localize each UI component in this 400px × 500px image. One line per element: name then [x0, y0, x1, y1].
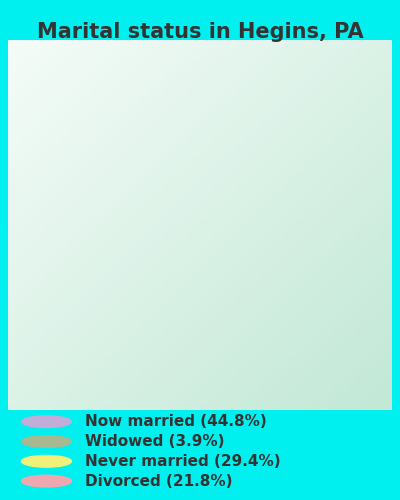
Text: City-Data.com: City-Data.com: [248, 79, 322, 89]
Circle shape: [22, 475, 71, 487]
Circle shape: [22, 416, 71, 428]
Wedge shape: [206, 298, 247, 372]
Text: Widowed (3.9%): Widowed (3.9%): [85, 434, 224, 449]
Circle shape: [22, 456, 71, 467]
Wedge shape: [55, 78, 200, 210]
Text: Now married (44.8%): Now married (44.8%): [85, 414, 266, 429]
Circle shape: [22, 436, 71, 448]
Wedge shape: [52, 196, 212, 372]
Text: Divorced (21.8%): Divorced (21.8%): [85, 474, 232, 488]
Wedge shape: [200, 78, 348, 365]
Text: Marital status in Hegins, PA: Marital status in Hegins, PA: [37, 22, 363, 42]
Text: Never married (29.4%): Never married (29.4%): [85, 454, 280, 469]
